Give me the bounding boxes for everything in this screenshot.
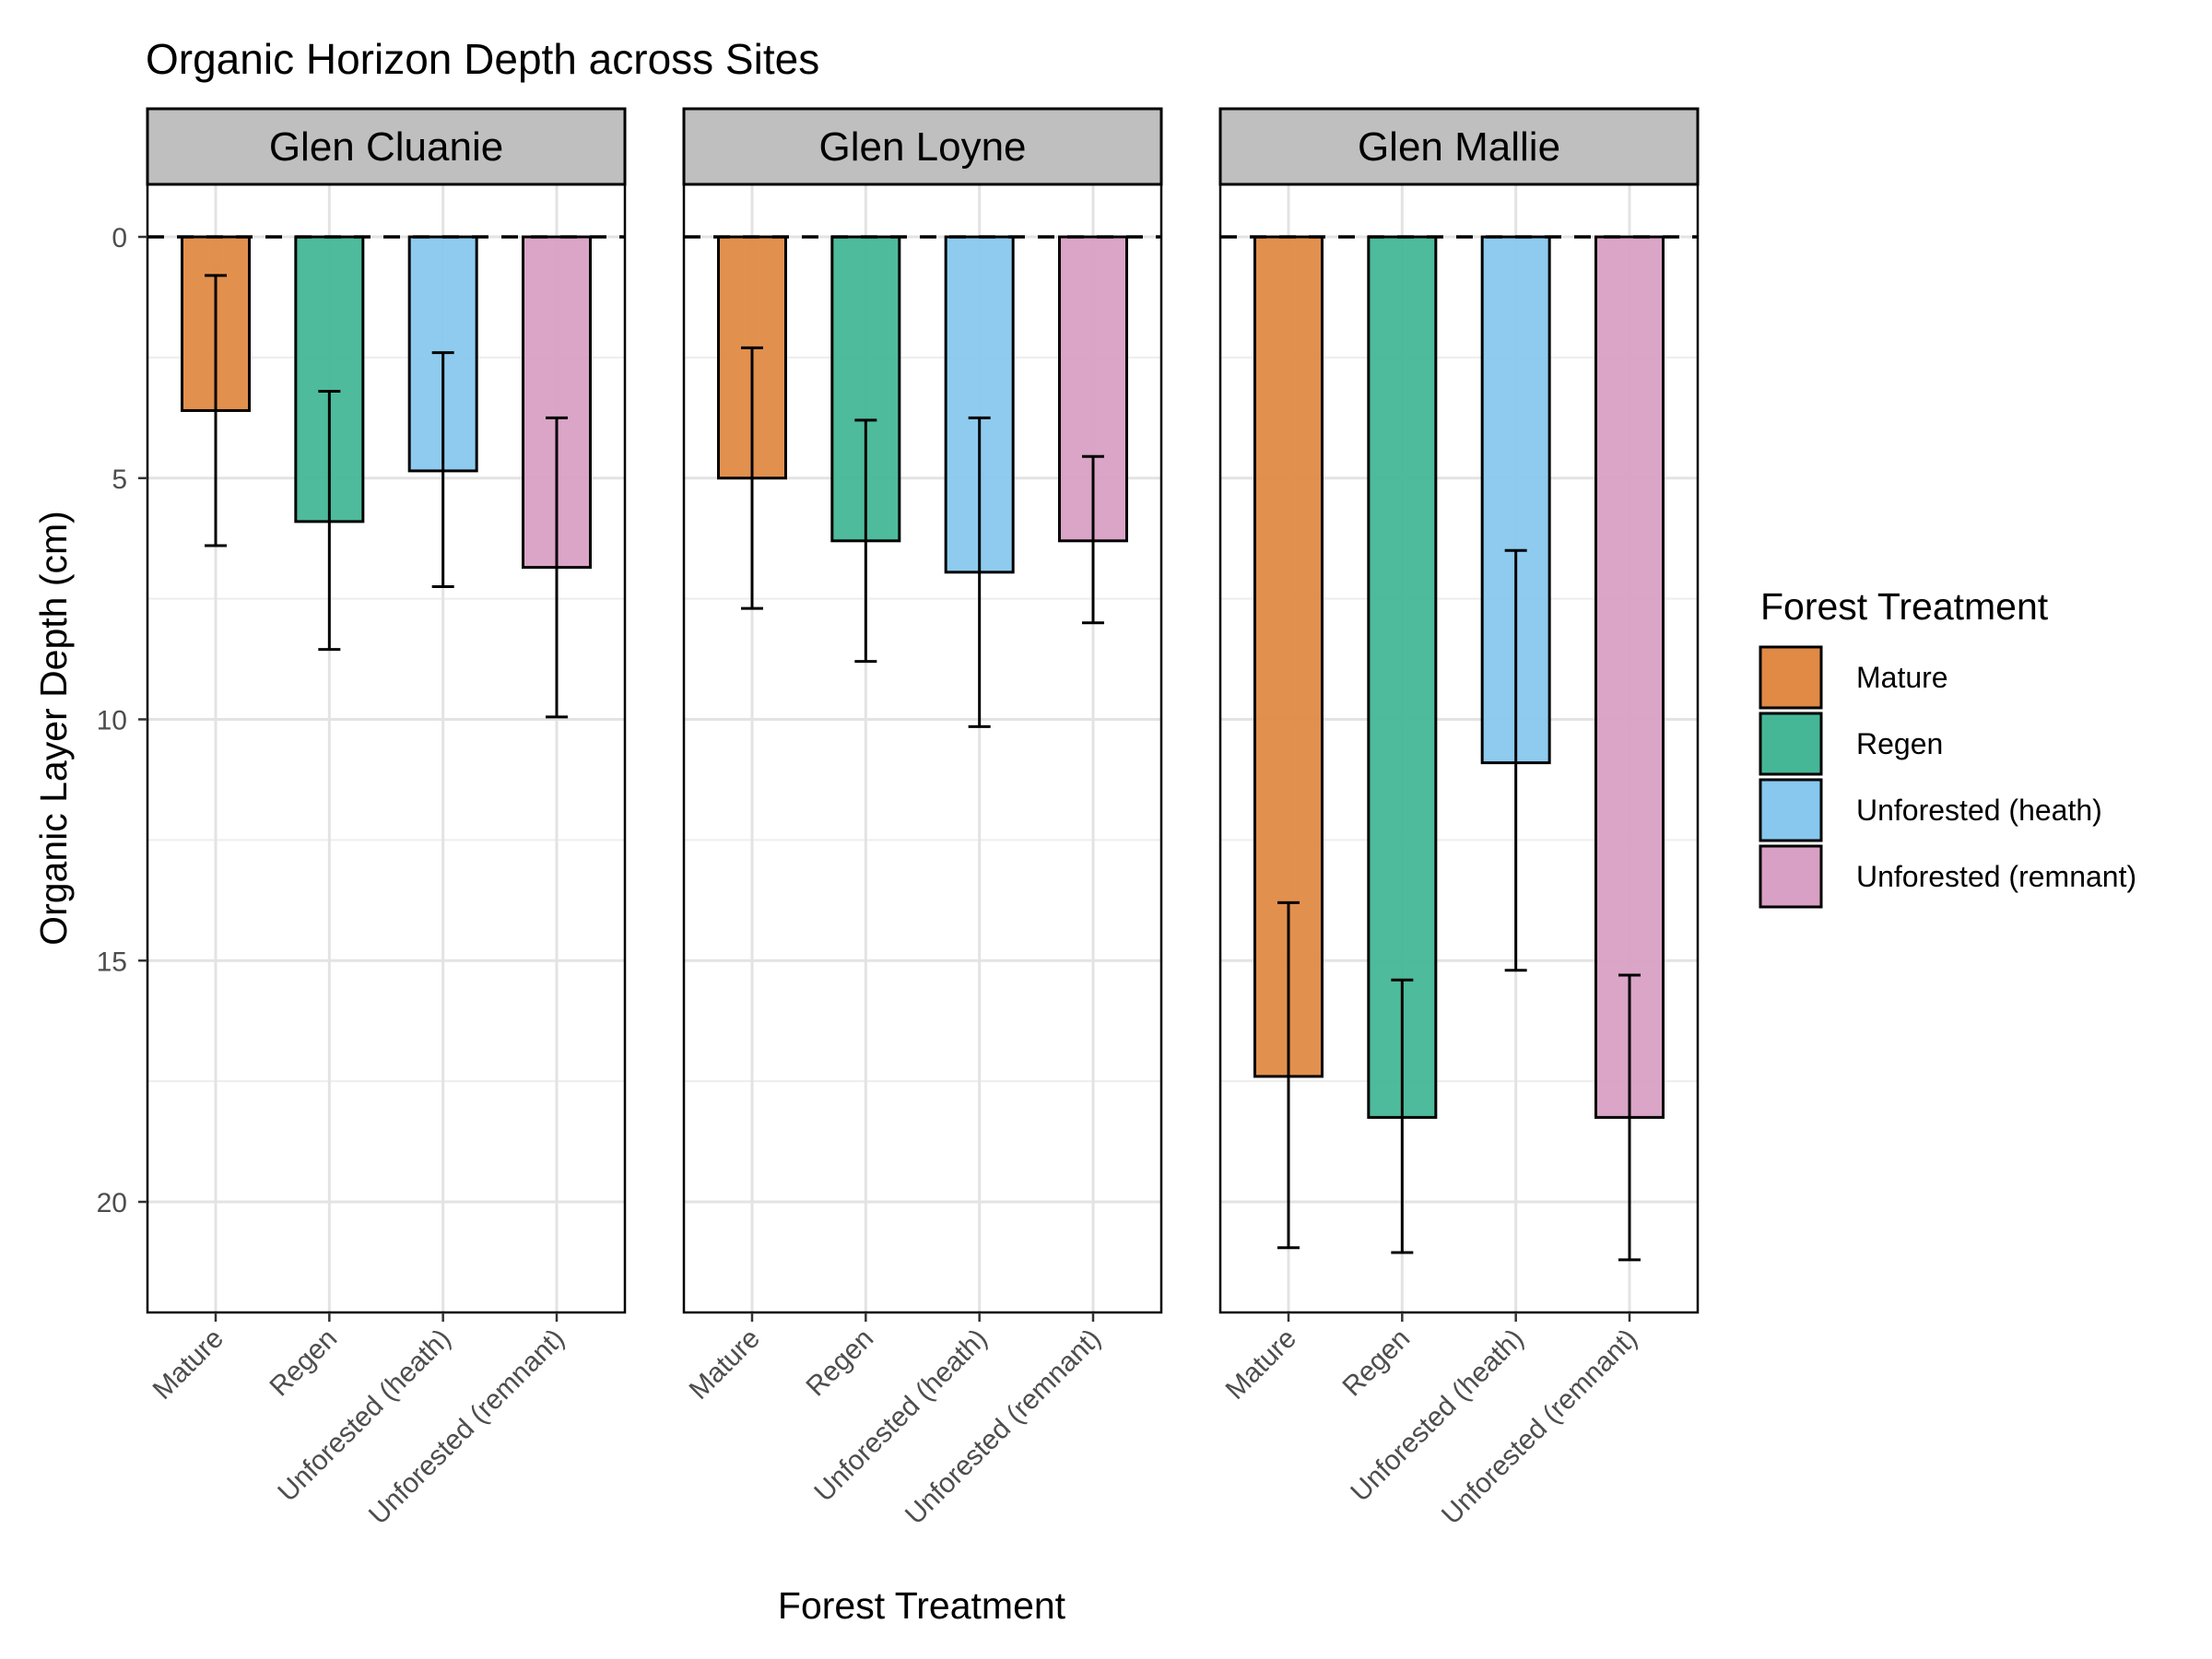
x-tick-label: Regen xyxy=(1336,1324,1416,1403)
error-bar-glen-mallie-unforested-remnant xyxy=(1618,973,1641,1262)
error-bar-glen-cluanie-unforested-heath xyxy=(431,351,454,589)
facet-strip-label: Glen Cluanie xyxy=(269,124,503,170)
y-tick-label: 5 xyxy=(112,465,127,495)
x-tick-label: Mature xyxy=(147,1324,229,1406)
facet-strip xyxy=(1218,107,1700,186)
legend-label-unforested-heath: Unforested (heath) xyxy=(1856,794,2102,827)
legend-title: Forest Treatment xyxy=(1760,585,2049,628)
y-tick-label: 10 xyxy=(97,706,127,736)
x-tick-label: Unforested (remnant) xyxy=(363,1324,571,1531)
chart-title: Organic Horizon Depth across Sites xyxy=(146,35,819,83)
legend: Forest Treatment Mature Regen Unforested (… xyxy=(1759,585,2136,909)
y-tick-label: 20 xyxy=(97,1188,127,1218)
y-tick-label: 15 xyxy=(97,947,127,977)
y-axis-title: Organic Layer Depth (cm) xyxy=(32,511,75,946)
legend-key-unforested-remnant[interactable] xyxy=(1759,844,1823,909)
error-bar-glen-cluanie-mature xyxy=(205,274,227,547)
x-tick-label: Regen xyxy=(264,1324,343,1403)
error-bar-glen-cluanie-unforested-remnant xyxy=(546,416,568,719)
x-axis-title: Forest Treatment xyxy=(778,1584,1066,1627)
error-bar-glen-loyne-regen xyxy=(854,418,877,664)
legend-key-mature[interactable] xyxy=(1759,645,1823,710)
error-bar-glen-mallie-unforested-heath xyxy=(1504,548,1527,972)
legend-key-unforested-heath[interactable] xyxy=(1759,778,1823,842)
error-bar-glen-mallie-regen xyxy=(1391,978,1414,1254)
x-tick-label: Mature xyxy=(684,1324,766,1406)
error-bar-glen-loyne-unforested-remnant xyxy=(1082,454,1104,625)
y-axis: 0 5 10 15 20 xyxy=(97,223,147,1218)
y-tick-label: 0 xyxy=(112,223,127,253)
facet-strip xyxy=(682,107,1163,186)
legend-label-regen: Regen xyxy=(1856,727,1943,760)
bar-glen-mallie-unforested-remnant[interactable] xyxy=(1594,235,1665,1119)
error-bar-glen-loyne-mature xyxy=(741,346,763,610)
legend-label-mature: Mature xyxy=(1856,661,1948,694)
x-tick-label: Mature xyxy=(1220,1324,1302,1406)
x-tick-label: Unforested (remnant) xyxy=(900,1324,1107,1531)
error-bar-glen-loyne-unforested-heath xyxy=(968,416,991,728)
x-tick-label: Unforested (remnant) xyxy=(1436,1324,1643,1531)
error-bar-glen-cluanie-regen xyxy=(318,390,341,652)
facet-strip-label: Glen Loyne xyxy=(818,124,1026,170)
legend-label-unforested-remnant: Unforested (remnant) xyxy=(1856,860,2136,893)
x-tick-label: Regen xyxy=(800,1324,879,1403)
error-bar-glen-mallie-mature xyxy=(1277,900,1300,1250)
facet-strip-label: Glen Mallie xyxy=(1358,124,1560,170)
legend-key-regen[interactable] xyxy=(1759,712,1823,776)
facet-strip xyxy=(146,107,627,186)
